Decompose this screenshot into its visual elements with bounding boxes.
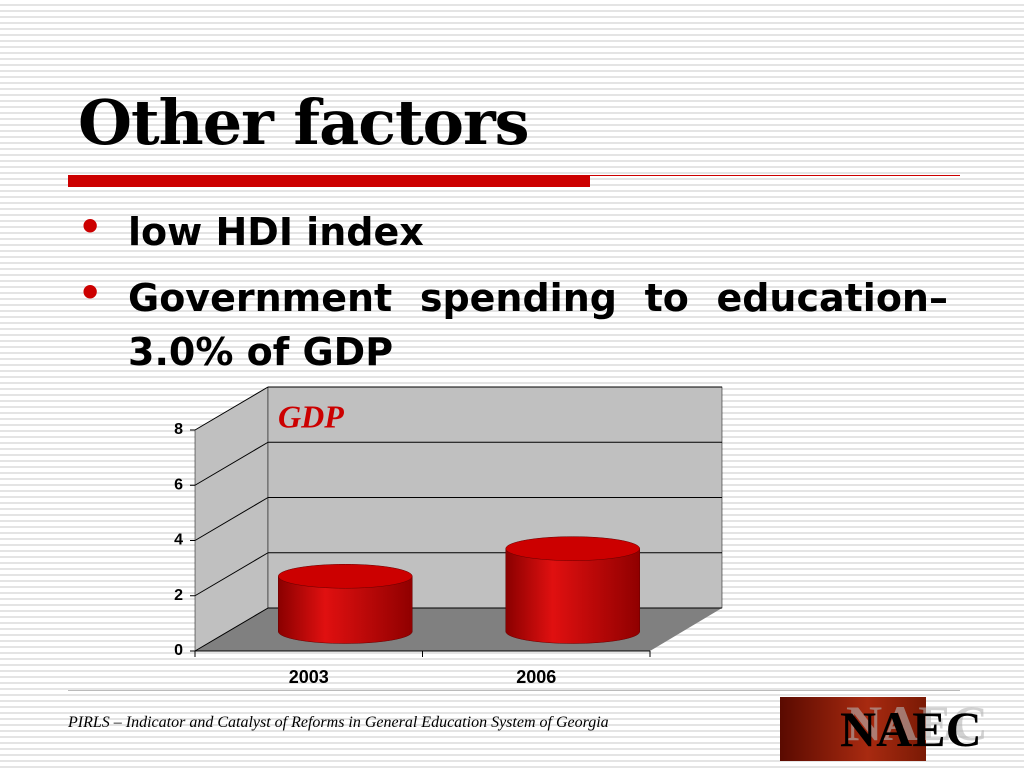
title-bar xyxy=(68,175,590,187)
bullet: low HDI index xyxy=(128,210,424,254)
chart-title: GDP xyxy=(278,398,344,434)
bullet-dot: • xyxy=(78,271,103,315)
cylinder-top xyxy=(278,564,413,589)
logo-box xyxy=(780,697,926,761)
floor xyxy=(195,608,722,651)
x-tick-label: 2003 xyxy=(289,667,329,687)
grid-line xyxy=(194,607,269,652)
y-tick-label: 0 xyxy=(174,642,183,659)
slide-title: Other factors xyxy=(78,86,530,159)
grid-line xyxy=(194,441,269,486)
y-tick-label: 4 xyxy=(174,532,183,549)
cylinder-body xyxy=(505,548,640,644)
y-tick-label: 2 xyxy=(174,587,183,604)
grid-line xyxy=(194,497,269,541)
y-tick-label: 6 xyxy=(174,476,183,493)
bullet-dot: • xyxy=(78,205,103,249)
x-tick-label: 2006 xyxy=(516,667,556,687)
cylinder-body xyxy=(278,576,413,644)
cylinder-top xyxy=(505,536,640,561)
logo: NAEC xyxy=(840,701,982,757)
footer: PIRLS – Indicator and Catalyst of Reform… xyxy=(68,714,609,731)
footer-rule xyxy=(68,690,960,691)
y-tick-label: 8 xyxy=(174,421,183,438)
grid-line xyxy=(194,386,269,431)
grid-line xyxy=(194,552,269,597)
title-rule xyxy=(590,175,960,176)
bullet: Government spending to education– 3.0% o… xyxy=(128,276,948,374)
